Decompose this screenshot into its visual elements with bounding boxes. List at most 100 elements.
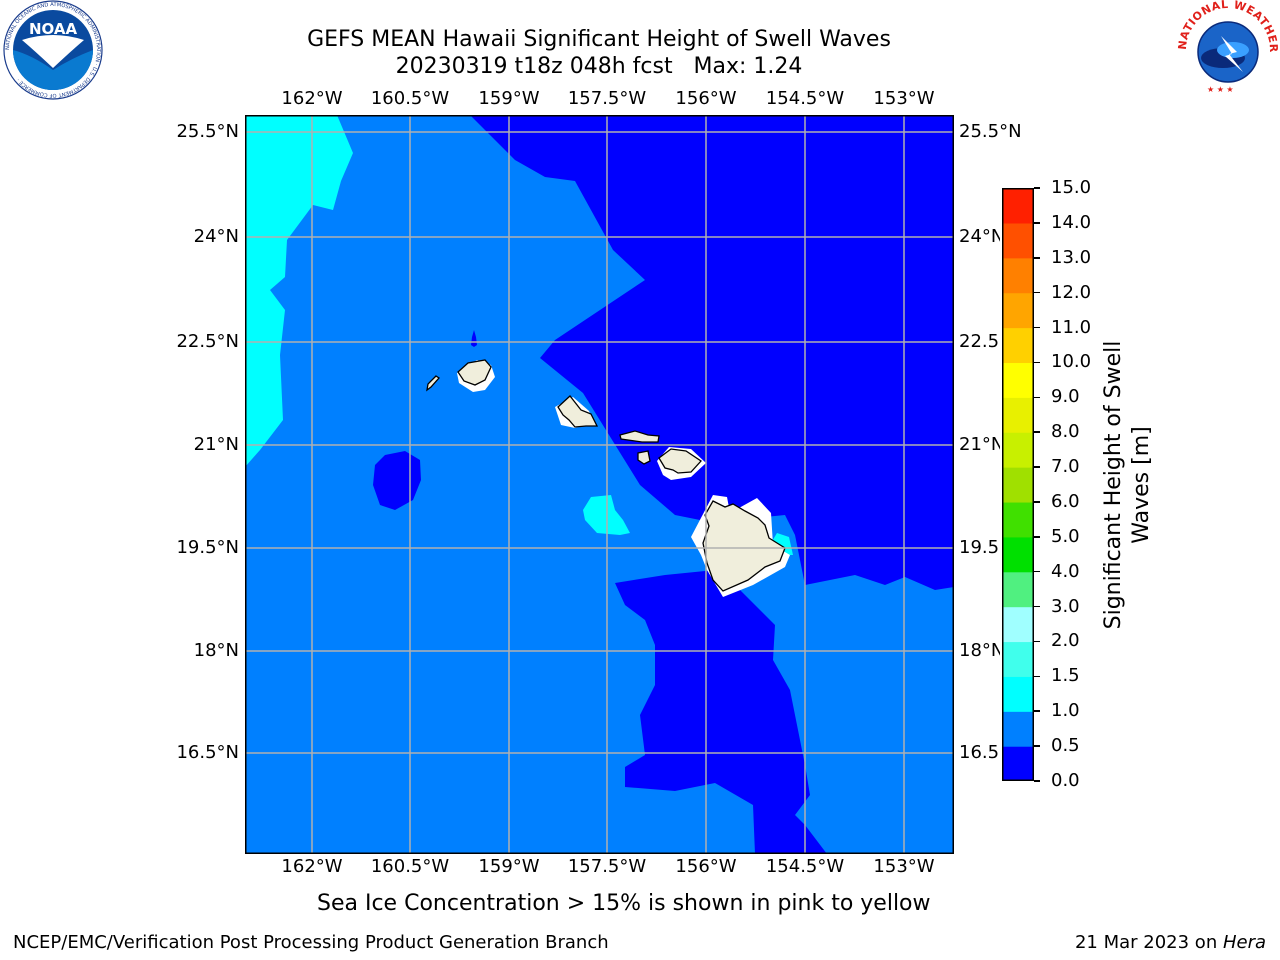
footer-host: Hera bbox=[1222, 932, 1266, 953]
colorbar-tick-mark bbox=[1034, 536, 1040, 538]
colorbar-swatch bbox=[1002, 641, 1034, 677]
sea-ice-note: Sea Ice Concentration > 15% is shown in … bbox=[317, 891, 931, 916]
lon-label-bottom: 162°W bbox=[281, 856, 343, 877]
nws-logo: NATIONAL WEATHER SERVICE ★ ★ ★ bbox=[1177, 0, 1279, 99]
lon-label-top: 153°W bbox=[873, 88, 935, 109]
colorbar-frame bbox=[1002, 188, 1034, 781]
island-kauai bbox=[457, 359, 492, 386]
colorbar-tick-label: 14.0 bbox=[1051, 211, 1092, 233]
lat-label-right: 18°N bbox=[959, 640, 1005, 661]
lon-label-bottom: 156°W bbox=[675, 856, 737, 877]
noaa-logo-text: NOAA bbox=[29, 20, 78, 38]
chart-title: GEFS MEAN Hawaii Significant Height of S… bbox=[307, 27, 891, 52]
colorbar-swatch bbox=[1002, 188, 1034, 224]
colorbar-tick-mark bbox=[1034, 222, 1040, 224]
lon-label-top: 160.5°W bbox=[370, 88, 450, 109]
colorbar-tick-mark bbox=[1034, 675, 1040, 678]
colorbar-tick-mark bbox=[1034, 501, 1040, 503]
colorbar-swatch bbox=[1002, 327, 1034, 364]
colorbar-swatch bbox=[1002, 501, 1034, 538]
colorbar-tick-label: 6.0 bbox=[1051, 490, 1080, 512]
graticule bbox=[245, 115, 954, 854]
band-10-15-west bbox=[245, 115, 353, 467]
colorbar-tick-mark bbox=[1034, 640, 1040, 643]
colorbar-swatch bbox=[1002, 362, 1034, 398]
colorbar-swatch bbox=[1002, 432, 1034, 468]
island-big-island bbox=[702, 500, 786, 592]
colorbar-swatch bbox=[1002, 257, 1034, 294]
lat-label-left: 25.5°N bbox=[176, 121, 239, 142]
colorbar-swatch bbox=[1002, 676, 1034, 712]
island-niihau bbox=[426, 375, 440, 392]
lon-label-bottom: 157.5°W bbox=[567, 856, 647, 877]
colorbar-swatch bbox=[1002, 222, 1034, 259]
island-oahu bbox=[557, 395, 599, 428]
colorbar-tick-mark bbox=[1034, 710, 1040, 712]
lon-label-top: 159°W bbox=[478, 88, 540, 109]
colorbar-tick-label: 5.0 bbox=[1051, 525, 1080, 547]
colorbar-tick-label: 1.0 bbox=[1051, 700, 1080, 722]
footer-branch: NCEP/EMC/Verification Post Processing Pr… bbox=[13, 932, 609, 953]
colorbar-swatch bbox=[1002, 711, 1034, 747]
colorbar-tick-label: 7.0 bbox=[1051, 456, 1080, 478]
lat-label-left: 21°N bbox=[193, 434, 239, 455]
colorbar-tick-mark bbox=[1034, 466, 1040, 468]
footer-date-text: 21 Mar 2023 on bbox=[1074, 932, 1223, 953]
colorbar-tick-label: 9.0 bbox=[1051, 386, 1080, 408]
colorbar-tick-mark bbox=[1034, 361, 1040, 364]
colorbar-label-line1: Significant Height of Swell bbox=[1101, 340, 1126, 630]
colorbar-tick-label: 10.0 bbox=[1051, 351, 1092, 373]
colorbar-swatch bbox=[1002, 467, 1034, 503]
colorbar-swatch bbox=[1002, 292, 1034, 329]
lon-label-top: 154.5°W bbox=[765, 88, 845, 109]
lat-label-right: 21°N bbox=[959, 434, 1005, 455]
footer-date: 21 Mar 2023 on Hera bbox=[1075, 932, 1266, 954]
lat-label-left: 22.5°N bbox=[176, 331, 239, 352]
colorbar-tick-label: 2.0 bbox=[1051, 630, 1080, 652]
colorbar-tick-label: 0.5 bbox=[1051, 735, 1080, 757]
island-molokai bbox=[619, 430, 660, 443]
lat-label-left: 24°N bbox=[193, 226, 239, 247]
chart-subtitle: 20230319 t18z 048h fcst Max: 1.24 bbox=[395, 54, 803, 79]
band-00-05-patch bbox=[373, 451, 421, 510]
colorbar-label-line2: Waves [m] bbox=[1129, 426, 1154, 544]
colorbar-tick-label: 0.0 bbox=[1051, 770, 1080, 791]
colorbar-tick-label: 11.0 bbox=[1051, 316, 1092, 338]
band-00-05-east bbox=[470, 115, 954, 590]
lat-label-left: 16.5°N bbox=[176, 742, 239, 763]
colorbar-tick-mark bbox=[1034, 780, 1040, 782]
svg-text:★ ★ ★: ★ ★ ★ bbox=[1207, 85, 1234, 94]
colorbar-tick-mark bbox=[1034, 605, 1040, 608]
colorbar-tick-label: 13.0 bbox=[1051, 246, 1092, 268]
lat-label-left: 19.5°N bbox=[176, 537, 239, 558]
band-00-05-blip2 bbox=[667, 305, 682, 309]
colorbar-tick-label: 3.0 bbox=[1051, 595, 1080, 617]
lon-label-bottom: 154.5°W bbox=[765, 856, 845, 877]
lat-label-left: 18°N bbox=[193, 640, 239, 661]
colorbar-tick-mark bbox=[1034, 431, 1040, 433]
lon-label-bottom: 159°W bbox=[478, 856, 540, 877]
lon-label-top: 157.5°W bbox=[567, 88, 647, 109]
colorbar-tick-mark bbox=[1034, 745, 1040, 747]
colorbar-tick-label: 4.0 bbox=[1051, 560, 1080, 582]
colorbar bbox=[1002, 188, 1034, 781]
colorbar-ticks: 0.0 0.5 1.0 1.5 2.0 3.0 4.0 5.0 6.0 7.0 8.0 9.0 10.0… bbox=[1034, 0, 1114, 960]
lat-label-right: 25.5°N bbox=[959, 121, 1022, 142]
colorbar-tick-mark bbox=[1034, 396, 1040, 399]
lon-label-bottom: 160.5°W bbox=[370, 856, 450, 877]
colorbar-tick-mark bbox=[1034, 570, 1040, 573]
colorbar-tick-mark bbox=[1034, 291, 1040, 294]
lon-label-bottom: 153°W bbox=[873, 856, 935, 877]
island-maui bbox=[658, 448, 702, 474]
colorbar-swatch bbox=[1002, 746, 1034, 781]
colorbar-swatch bbox=[1002, 606, 1034, 643]
lat-label-right: 24°N bbox=[959, 226, 1005, 247]
colorbar-tick-label: 15.0 bbox=[1051, 177, 1092, 198]
colorbar-swatch bbox=[1002, 397, 1034, 433]
colorbar-swatch bbox=[1002, 571, 1034, 608]
noaa-logo: NATIONAL OCEANIC AND ATMOSPHERIC ADMINIS… bbox=[3, 0, 103, 100]
lon-label-top: 162°W bbox=[281, 88, 343, 109]
colorbar-tick-label: 12.0 bbox=[1051, 281, 1092, 303]
map-frame bbox=[245, 115, 954, 854]
colorbar-label: Significant Height of Swell Waves [m] bbox=[1100, 305, 1156, 665]
